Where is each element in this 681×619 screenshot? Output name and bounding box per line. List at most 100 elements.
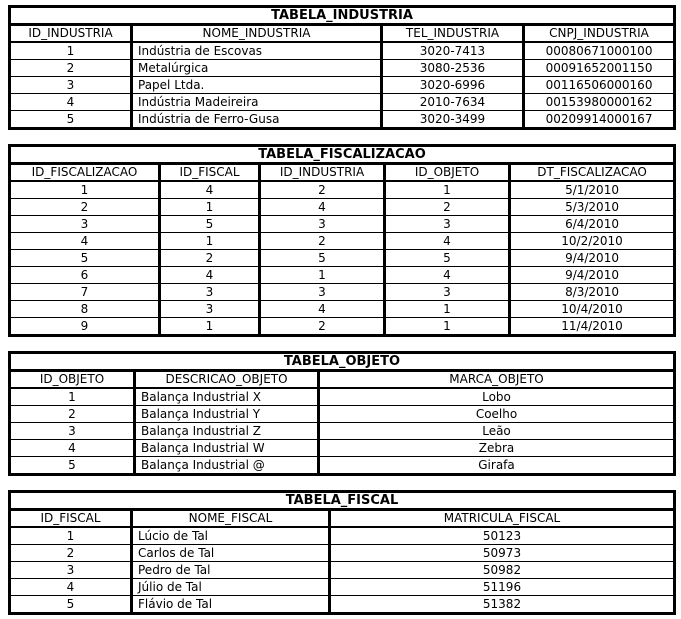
table-row: 5 2 5 5 9/4/2010 — [8, 249, 677, 267]
table-cell: Papel Ltda. — [130, 76, 383, 94]
table-cell: 1 — [8, 526, 133, 545]
table-row: 3 Balança Industrial Z Leão — [8, 422, 677, 440]
table-cell: 9/4/2010 — [507, 249, 677, 267]
table-cell: 00116506000160 — [521, 76, 677, 94]
table-cell: 8 — [8, 300, 161, 318]
table-cell: 6 — [8, 266, 161, 284]
table-row: 7 3 3 3 8/3/2010 — [8, 283, 677, 301]
table-cell: 4 — [383, 266, 511, 284]
table-cell: Carlos de Tal — [130, 544, 331, 562]
table-cell: 1 — [8, 41, 133, 60]
table-cell: 4 — [8, 93, 133, 111]
table-row: 2 Metalúrgica 3080-2536 00091652001150 — [8, 59, 677, 77]
table-title: TABELA_OBJETO — [9, 352, 675, 372]
table-cell: 5 — [8, 456, 136, 475]
table-row: 4 Balança Industrial W Zebra — [8, 439, 677, 457]
table-cell: 3020-7413 — [380, 41, 525, 60]
table-cell: 1 — [258, 266, 386, 284]
table-cell: 2 — [8, 405, 136, 423]
table-tabela-fiscal: TABELA_FISCAL ID_FISCAL NOME_FISCAL MATRICU… — [8, 490, 676, 615]
table-cell: 1 — [383, 300, 511, 318]
table-cell: 4 — [8, 578, 133, 596]
table-cell: Indústria Madeireira — [130, 93, 383, 111]
column-header: ID_OBJETO — [8, 370, 136, 389]
table-row: 5 Indústria de Ferro-Gusa 3020-3499 0020991… — [8, 110, 677, 129]
table-row: 3 5 3 3 6/4/2010 — [8, 215, 677, 233]
table-row: 2 Balança Industrial Y Coelho — [8, 405, 677, 423]
table-cell: 5/3/2010 — [507, 198, 677, 216]
table-cell: 4 — [383, 232, 511, 250]
table-cell: 10/2/2010 — [507, 232, 677, 250]
table-cell: 5 — [258, 249, 386, 267]
table-cell: 4 — [258, 300, 386, 318]
table-cell: 5 — [158, 215, 261, 233]
table-cell: 1 — [383, 317, 511, 336]
table-cell: 1 — [383, 180, 511, 199]
column-header: DT_FISCALIZACAO — [507, 163, 677, 182]
table-row: 4 1 2 4 10/2/2010 — [8, 232, 677, 250]
table-cell: 50973 — [328, 544, 676, 562]
table-cell: Leão — [316, 422, 677, 440]
table-header-row: ID_FISCAL NOME_FISCAL MATRICULA_FISCAL — [8, 509, 676, 528]
table-cell: Lobo — [316, 387, 677, 406]
table-title: TABELA_INDUSTRIA — [9, 6, 675, 26]
table-cell: Coelho — [316, 405, 677, 423]
table-cell: Balança Industrial X — [133, 387, 320, 406]
table-cell: Pedro de Tal — [130, 561, 331, 579]
table-title-row: TABELA_INDUSTRIA — [9, 6, 675, 26]
table-cell: 00091652001150 — [521, 59, 677, 77]
table-header-row: ID_OBJETO DESCRICAO_OBJETO MARCA_OBJETO — [8, 370, 677, 389]
table-cell: 3020-6996 — [380, 76, 525, 94]
table-cell: 5 — [8, 110, 133, 129]
table-cell: 9/4/2010 — [507, 266, 677, 284]
table-row: 5 Flávio de Tal 51382 — [8, 595, 676, 614]
table-cell: 50123 — [328, 526, 676, 545]
table-cell: Balança Industrial @ — [133, 456, 320, 475]
table-cell: 4 — [8, 232, 161, 250]
table-cell: 2 — [258, 232, 386, 250]
table-title-row: TABELA_FISCAL — [9, 491, 675, 511]
table-cell: Indústria de Escovas — [130, 41, 383, 60]
table-cell: Indústria de Ferro-Gusa — [130, 110, 383, 129]
table-row: 2 1 4 2 5/3/2010 — [8, 198, 677, 216]
column-header: ID_INDUSTRIA — [258, 163, 386, 182]
table-row: 3 Papel Ltda. 3020-6996 00116506000160 — [8, 76, 677, 94]
table-cell: 1 — [8, 180, 161, 199]
table-row: 4 Indústria Madeireira 2010-7634 0015398000… — [8, 93, 677, 111]
table-tabela-objeto: TABELA_OBJETO ID_OBJETO DESCRICAO_OBJETO MA… — [8, 351, 677, 476]
table-header-row: ID_INDUSTRIA NOME_INDUSTRIA TEL_INDUSTRIA C… — [8, 24, 677, 43]
table-cell: Metalúrgica — [130, 59, 383, 77]
column-header: CNPJ_INDUSTRIA — [521, 24, 677, 43]
table-cell: 4 — [258, 198, 386, 216]
column-header: ID_INDUSTRIA — [8, 24, 133, 43]
table-cell: 5 — [383, 249, 511, 267]
table-cell: Girafa — [316, 456, 677, 475]
table-cell: 3 — [8, 215, 161, 233]
table-row: 1 Balança Industrial X Lobo — [8, 387, 677, 406]
table-title-row: TABELA_OBJETO — [9, 352, 675, 372]
table-cell: 5 — [8, 249, 161, 267]
table-cell: 3 — [383, 283, 511, 301]
table-cell: 1 — [158, 198, 261, 216]
table-cell: Júlio de Tal — [130, 578, 331, 596]
column-header: MATRICULA_FISCAL — [328, 509, 676, 528]
column-header: DESCRICAO_OBJETO — [133, 370, 320, 389]
table-cell: 3 — [258, 283, 386, 301]
table-cell: Flávio de Tal — [130, 595, 331, 614]
table-row: 9 1 2 1 11/4/2010 — [8, 317, 677, 336]
table-cell: 51196 — [328, 578, 676, 596]
table-cell: 3 — [383, 215, 511, 233]
table-cell: 3 — [8, 76, 133, 94]
table-cell: 50982 — [328, 561, 676, 579]
column-header: NOME_INDUSTRIA — [130, 24, 383, 43]
table-cell: 3 — [8, 422, 136, 440]
table-cell: 2 — [8, 198, 161, 216]
table-cell: 10/4/2010 — [507, 300, 677, 318]
column-header: ID_FISCALIZACAO — [8, 163, 161, 182]
column-header: TEL_INDUSTRIA — [380, 24, 525, 43]
table-cell: 2 — [258, 317, 386, 336]
column-header: ID_FISCAL — [158, 163, 261, 182]
table-row: 5 Balança Industrial @ Girafa — [8, 456, 677, 475]
table-row: 1 Lúcio de Tal 50123 — [8, 526, 676, 545]
column-header: MARCA_OBJETO — [316, 370, 677, 389]
